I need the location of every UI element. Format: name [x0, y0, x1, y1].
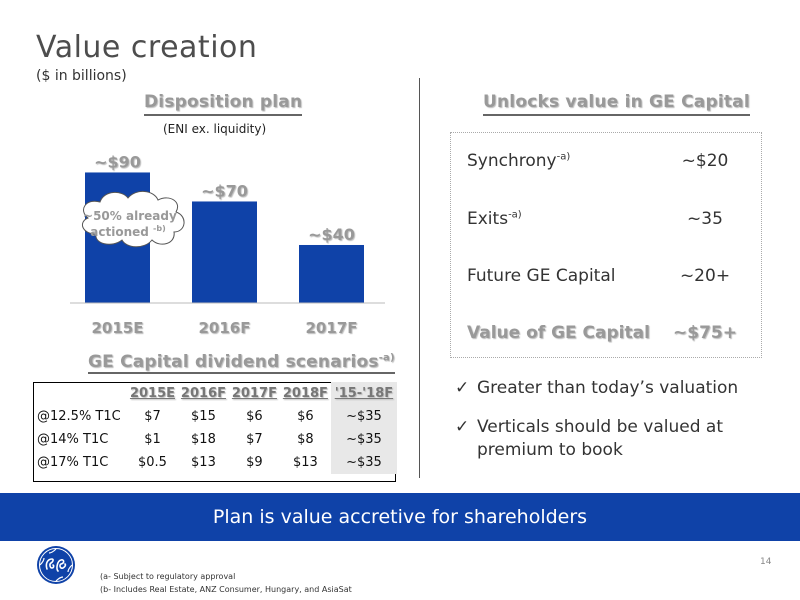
- conclusion-banner: Plan is value accretive for shareholders: [0, 493, 800, 541]
- table-header-cell: [34, 382, 127, 405]
- category-tick-label: 2017F: [306, 319, 358, 337]
- unlock-row-future-ge-capital: Future GE Capital ~20+: [467, 266, 745, 286]
- ge-logo-icon: [37, 546, 75, 584]
- table-row: @14% T1C $1 $18 $7 $8 ~$35: [34, 428, 397, 451]
- disposition-plan-subtitle: (ENI ex. liquidity): [163, 122, 267, 136]
- table-cell: $0.5: [138, 455, 167, 470]
- page-title: Value creation: [36, 30, 258, 65]
- table-cell: $18: [191, 432, 216, 447]
- table-cell: ~$35: [330, 451, 397, 474]
- bar-2017F: [299, 244, 364, 303]
- callout-text: ~50% already actioned -b): [83, 209, 181, 239]
- table-cell: $6: [246, 409, 263, 424]
- unlock-row-value: ~20+: [679, 266, 731, 286]
- unlock-row-label: Future GE Capital: [467, 266, 616, 286]
- checklist-text: Verticals should be valued at: [477, 417, 723, 437]
- page-subtitle: ($ in billions): [36, 68, 127, 84]
- page-number: 14: [760, 557, 772, 567]
- unlocks-value-title: Unlocks value in GE Capital: [483, 92, 750, 116]
- checklist-text: Greater than today’s valuation: [477, 378, 739, 398]
- category-tick-label: 2015E: [92, 319, 144, 337]
- unlock-row-label: Synchrony: [467, 151, 557, 171]
- unlock-row-value: ~$20: [681, 151, 729, 171]
- category-tick-label: 2016F: [199, 319, 251, 337]
- table-row: @17% T1C $0.5 $13 $9 $13 ~$35: [34, 451, 397, 474]
- table-cell: @14% T1C: [37, 432, 109, 447]
- table-cell: ~$35: [330, 405, 397, 428]
- table-cell: @12.5% T1C: [37, 409, 121, 424]
- table-header-row: 2015E 2016F 2017F 2018F '15-'18F: [34, 382, 397, 405]
- table-cell: ~$35: [330, 428, 397, 451]
- table-cell: $6: [297, 409, 314, 424]
- table-cell: $7: [246, 432, 263, 447]
- dividend-title-text: GE Capital dividend scenarios: [88, 352, 379, 372]
- table-cell: $15: [191, 409, 216, 424]
- table-header-cell: 2017F: [231, 386, 277, 401]
- checkmark-icon: ✓: [455, 378, 470, 398]
- table-header-cell: '15-'18F: [330, 382, 397, 405]
- table-cell: $7: [144, 409, 161, 424]
- bar-value-label: ~$70: [201, 181, 248, 200]
- table-cell: $1: [144, 432, 161, 447]
- unlock-row-total: Value of GE Capital ~$75+: [467, 323, 745, 343]
- already-actioned-callout: ~50% already actioned -b): [81, 191, 185, 248]
- disposition-bar-chart: ~$90 2015E ~$70 2016F ~$40 2017F ~50% already…: [70, 152, 385, 337]
- checkmark-icon: ✓: [455, 417, 470, 437]
- dividend-title-footnote: -a): [378, 352, 395, 364]
- table-cell: @17% T1C: [37, 455, 109, 470]
- unlock-total-label: Value of GE Capital: [467, 323, 650, 343]
- unlocks-value-box: Synchrony-a) ~$20 Exits-a) ~35 Future GE…: [450, 132, 762, 358]
- disposition-plan-title: Disposition plan: [144, 92, 303, 116]
- unlock-row-footnote: -a): [556, 151, 571, 163]
- footnote-a: (a- Subject to regulatory approval: [100, 572, 236, 581]
- checklist-item-verticals: ✓ Verticals should be valued at premium t…: [455, 416, 723, 462]
- callout-cloud-shape: [81, 191, 185, 248]
- vertical-divider: [419, 78, 420, 478]
- dividend-scenarios-title: GE Capital dividend scenarios-a): [88, 352, 395, 374]
- unlock-row-exits: Exits-a) ~35: [467, 209, 745, 229]
- table-row: @12.5% T1C $7 $15 $6 $6 ~$35: [34, 405, 397, 428]
- callout-footnote: -b): [153, 224, 166, 233]
- footnote-b: (b- Includes Real Estate, ANZ Consumer, …: [100, 585, 352, 594]
- bar-2016F: [192, 201, 257, 303]
- unlock-row-synchrony: Synchrony-a) ~$20: [467, 151, 745, 171]
- dividend-table: 2015E 2016F 2017F 2018F '15-'18F @12.5% …: [34, 382, 397, 474]
- bar-value-label: ~$90: [94, 152, 141, 171]
- table-header-cell: 2015E: [129, 386, 176, 401]
- unlock-total-value: ~$75+: [673, 323, 737, 343]
- unlock-row-value: ~35: [687, 209, 723, 229]
- table-cell: $13: [191, 455, 216, 470]
- unlock-row-footnote: -a): [508, 209, 522, 221]
- checklist-item-valuation: ✓ Greater than today’s valuation: [455, 378, 738, 398]
- bar-value-label: ~$40: [308, 225, 355, 244]
- checklist-text-continued: premium to book: [477, 440, 623, 460]
- table-header-cell: 2016F: [180, 386, 226, 401]
- table-cell: $9: [246, 455, 263, 470]
- table-header-cell: 2018F: [282, 386, 328, 401]
- unlock-row-label: Exits: [467, 209, 509, 229]
- table-cell: $13: [292, 455, 318, 470]
- table-cell: $8: [297, 432, 314, 447]
